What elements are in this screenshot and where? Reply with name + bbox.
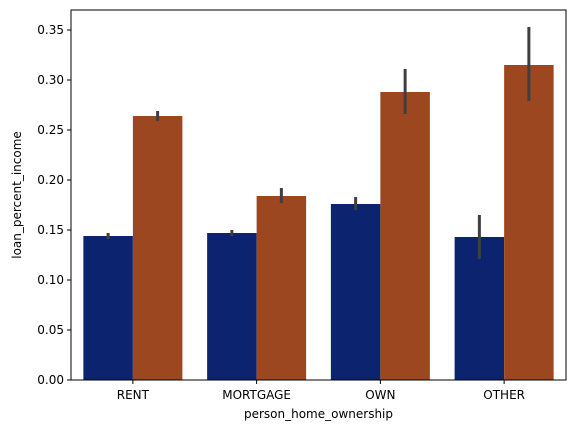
x-tick-label: MORTGAGE (222, 388, 291, 402)
y-tick-label: 0.00 (37, 373, 64, 387)
error-bars-layer (106, 27, 531, 259)
bar-other-series-1 (454, 237, 505, 380)
bars-layer (83, 65, 554, 380)
x-tick-label: OWN (365, 388, 395, 402)
y-tick-label: 0.15 (37, 223, 64, 237)
y-tick-label: 0.05 (37, 323, 64, 337)
bar-mortgage-series-1 (207, 233, 257, 380)
bar-rent-series-2 (132, 116, 183, 380)
y-tick-label: 0.25 (37, 123, 64, 137)
bar-own-series-1 (330, 204, 381, 380)
x-tick-label: RENT (117, 388, 150, 402)
plot-frame (70, 9, 567, 381)
y-axis: 0.00 0.05 0.10 0.15 0.20 0.25 0.30 0.35 (37, 23, 71, 387)
y-axis-title: loan_percent_income (10, 131, 24, 259)
bar-other-series-2 (504, 65, 554, 380)
y-tick-label: 0.35 (37, 23, 64, 37)
x-axis-title: person_home_ownership (244, 407, 393, 421)
bar-own-series-2 (380, 92, 430, 380)
y-tick-label: 0.20 (37, 173, 64, 187)
x-axis: RENT MORTGAGE OWN OTHER (117, 380, 525, 402)
y-tick-label: 0.10 (37, 273, 64, 287)
bar-mortgage-series-2 (256, 196, 307, 380)
y-tick-label: 0.30 (37, 73, 64, 87)
bar-rent-series-1 (83, 236, 133, 380)
x-tick-label: OTHER (483, 388, 525, 402)
